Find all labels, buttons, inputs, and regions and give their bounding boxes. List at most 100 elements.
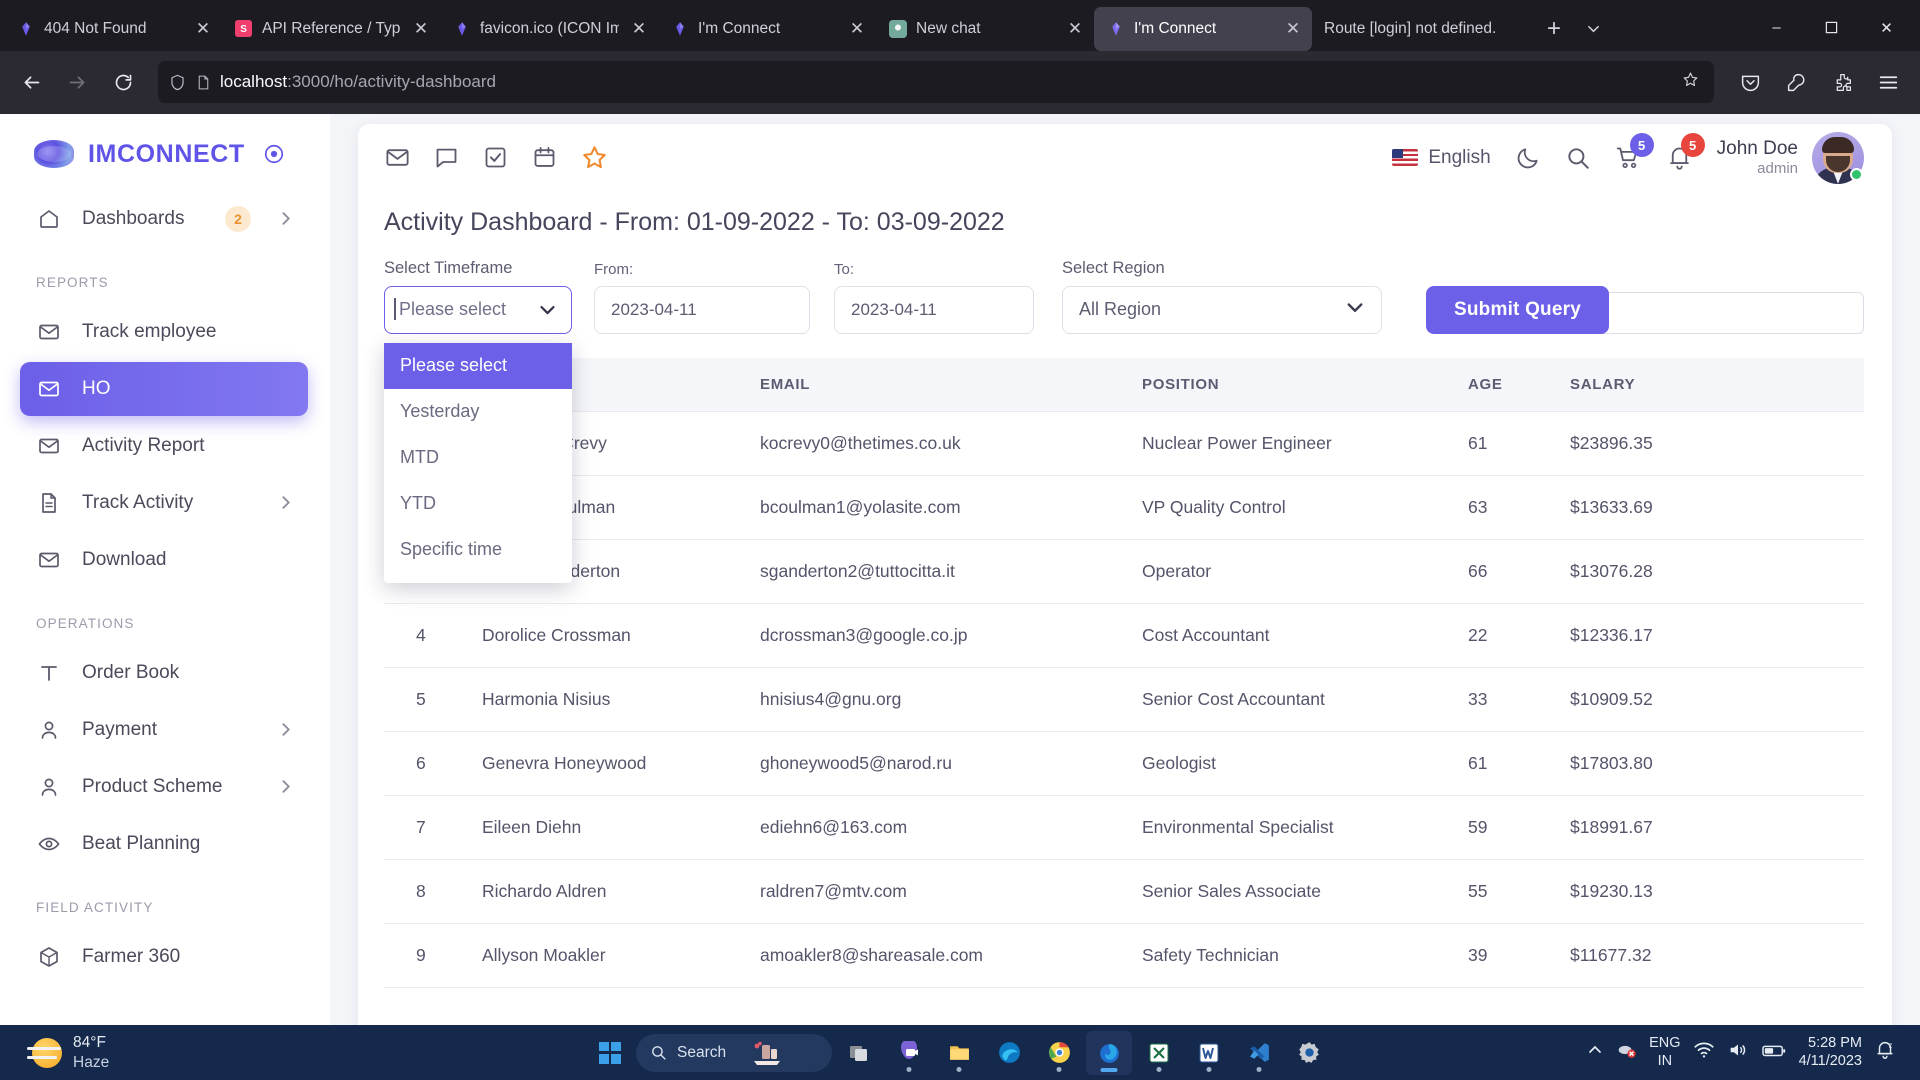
chevron-down-icon[interactable]	[1576, 12, 1610, 46]
language-indicator[interactable]: ENG IN	[1649, 1035, 1680, 1069]
sidebar-item-beat-planning[interactable]: Beat Planning	[20, 817, 308, 871]
mail-icon[interactable]	[384, 144, 411, 171]
search-input[interactable]	[1586, 291, 1864, 334]
clock[interactable]: 5:28 PM 4/11/2023	[1799, 1035, 1862, 1070]
column-header-age[interactable]: AGE	[1458, 357, 1560, 412]
table-row[interactable]: 8 Richardo Aldren raldren7@mtv.com Senio…	[384, 859, 1864, 924]
table-row[interactable]: 4 Dorolice Crossman dcrossman3@google.co…	[384, 603, 1864, 668]
calendar-icon[interactable]	[531, 144, 558, 171]
sidebar-item-track-employee[interactable]: Track employee	[20, 305, 308, 359]
reload-icon[interactable]	[102, 61, 144, 103]
close-icon[interactable]: ✕	[1285, 18, 1301, 38]
avatar-wrapper[interactable]	[1812, 131, 1864, 184]
start-button[interactable]	[588, 1032, 632, 1074]
bluetooth-off-icon[interactable]	[1615, 1039, 1637, 1066]
vscode-icon[interactable]	[1236, 1031, 1282, 1075]
column-header-salary[interactable]: SALARY	[1560, 357, 1864, 412]
sidebar-item-ho[interactable]: HO	[20, 361, 308, 416]
minimize-button[interactable]: –	[1772, 19, 1781, 37]
cart-icon[interactable]: 5	[1615, 133, 1654, 171]
table-row[interactable]: 1 Maggie O'Crevy kocrevy0@thetimes.co.uk…	[384, 411, 1864, 476]
table-row[interactable]: 5 Harmonia Nisius hnisius4@gnu.org Senio…	[384, 667, 1864, 732]
teams-icon[interactable]	[886, 1031, 932, 1075]
close-icon[interactable]: ✕	[631, 18, 647, 38]
chat-icon[interactable]	[433, 144, 460, 171]
sidebar-item-product-scheme[interactable]: Product Scheme	[20, 760, 308, 814]
language-selector[interactable]: English	[1392, 147, 1491, 169]
sidebar-item-activity-report[interactable]: Activity Report	[20, 419, 308, 473]
weather-widget[interactable]: 84°F Haze	[8, 1033, 109, 1071]
firefox-icon[interactable]	[1086, 1030, 1132, 1075]
browser-tab[interactable]: S API Reference / TypeScri ✕	[222, 7, 440, 51]
sidebar-item-order-book[interactable]: Order Book	[20, 646, 308, 700]
pocket-icon[interactable]	[1728, 61, 1772, 103]
table-row[interactable]: 7 Eileen Diehn ediehn6@163.com Environme…	[384, 795, 1864, 860]
taskbar-search[interactable]: Search	[636, 1033, 832, 1072]
browser-tab[interactable]: Route [login] not defined.	[1312, 7, 1530, 51]
table-row[interactable]: 9 Allyson Moakler amoakler8@shareasale.c…	[384, 923, 1864, 988]
dropdown-option-please-select[interactable]: Please select	[384, 342, 572, 389]
close-button[interactable]: ✕	[1880, 19, 1893, 37]
file-explorer-icon[interactable]	[936, 1031, 982, 1075]
menu-icon[interactable]	[1866, 61, 1910, 103]
excel-icon[interactable]	[1136, 1031, 1182, 1075]
page-info-icon[interactable]	[195, 74, 212, 91]
sidebar-item-download[interactable]: Download	[20, 533, 308, 587]
chrome-icon[interactable]	[1036, 1031, 1082, 1075]
word-icon[interactable]	[1186, 1031, 1232, 1075]
collapse-sidebar-icon[interactable]	[263, 143, 285, 165]
close-icon[interactable]: ✕	[195, 18, 211, 38]
sidebar-item-farmer-360[interactable]: Farmer 360	[20, 930, 308, 984]
edge-icon[interactable]	[986, 1031, 1032, 1075]
from-date-input[interactable]: 2023-04-11	[594, 285, 810, 334]
settings-icon[interactable]	[1286, 1031, 1332, 1075]
timeframe-dropdown-menu[interactable]: Please select Yesterday MTD YTD Specific…	[384, 342, 572, 583]
sidebar-item-payment[interactable]: Payment	[20, 703, 308, 757]
bell-icon[interactable]: 5	[1666, 133, 1705, 171]
sidebar-item-dashboards[interactable]: Dashboards 2	[20, 192, 308, 246]
timeframe-select[interactable]: Please select	[384, 285, 572, 334]
user-menu[interactable]: John Doe admin	[1717, 131, 1864, 184]
forward-icon[interactable]	[56, 61, 98, 103]
dropdown-option-mtd[interactable]: MTD	[400, 447, 439, 468]
battery-icon[interactable]	[1761, 1039, 1787, 1066]
bookmark-star-icon[interactable]	[1681, 70, 1700, 94]
column-header-position[interactable]: POSITION	[1132, 357, 1458, 412]
moon-icon[interactable]	[1515, 145, 1541, 171]
browser-tab[interactable]: 404 Not Found ✕	[4, 7, 222, 51]
wifi-icon[interactable]	[1693, 1039, 1715, 1066]
table-row[interactable]: 6 Genevra Honeywood ghoneywood5@narod.ru…	[384, 731, 1864, 796]
close-icon[interactable]: ✕	[849, 18, 865, 38]
back-icon[interactable]	[10, 61, 52, 103]
dropdown-option-yesterday[interactable]: Yesterday	[400, 401, 480, 422]
devtools-icon[interactable]	[1774, 61, 1818, 103]
browser-tab-active[interactable]: I'm Connect ✕	[1094, 6, 1312, 51]
close-icon[interactable]: ✕	[413, 18, 429, 38]
dropdown-option-ytd[interactable]: YTD	[400, 493, 436, 514]
table-row[interactable]: 2 Rosalie Coulman bcoulman1@yolasite.com…	[384, 475, 1864, 540]
region-select[interactable]: All Region	[1062, 285, 1382, 334]
browser-tab[interactable]: I'm Connect ✕	[658, 7, 876, 51]
volume-icon[interactable]	[1727, 1039, 1749, 1066]
browser-tab[interactable]: favicon.ico (ICON Image ✕	[440, 7, 658, 51]
notifications-silent-icon[interactable]: z	[1874, 1039, 1896, 1066]
extensions-icon[interactable]	[1820, 61, 1864, 103]
submit-query-button[interactable]: Submit Query	[1426, 285, 1609, 334]
address-bar[interactable]: localhost:3000/ho/activity-dashboard	[158, 61, 1714, 104]
show-hidden-icons-icon[interactable]	[1587, 1042, 1603, 1063]
maximize-button[interactable]	[1804, 5, 1859, 51]
dropdown-option-specific-time[interactable]: Specific time	[400, 539, 503, 560]
brand-header[interactable]: IMCONNECT	[0, 114, 330, 189]
sidebar-item-track-activity[interactable]: Track Activity	[20, 476, 308, 530]
to-date-input[interactable]: 2023-04-11	[834, 285, 1034, 334]
checklist-icon[interactable]	[482, 144, 509, 171]
star-icon[interactable]	[580, 143, 609, 172]
search-icon[interactable]	[1565, 145, 1591, 171]
close-icon[interactable]: ✕	[1067, 18, 1083, 38]
column-header-email[interactable]: EMAIL	[750, 357, 1132, 412]
firefox-icon	[1106, 19, 1125, 38]
task-view-icon[interactable]	[836, 1031, 882, 1075]
new-tab-button[interactable]: +	[1546, 14, 1561, 42]
browser-tab[interactable]: New chat ✕	[876, 7, 1094, 51]
table-row[interactable]: 3 Sirena Ganderton sganderton2@tuttocitt…	[384, 539, 1864, 604]
